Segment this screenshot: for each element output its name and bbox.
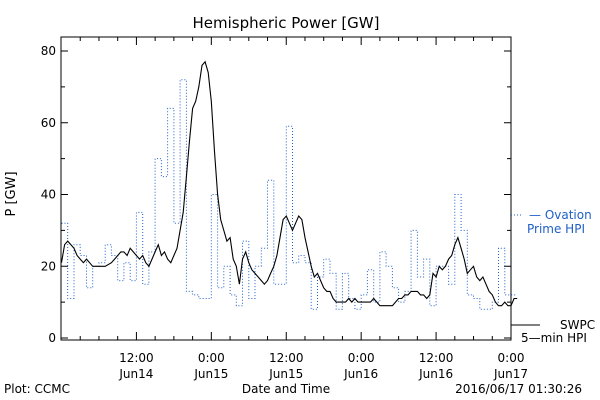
y-tick-label: 0	[48, 331, 56, 345]
y-tick-label: 40	[41, 188, 56, 202]
plot-credit: Plot: CCMC	[4, 382, 70, 396]
x-tick-time-label: 12:00	[269, 351, 304, 365]
x-tick-time-label: 12:00	[419, 351, 454, 365]
x-tick-time-label: 0:00	[348, 351, 375, 365]
x-axis-label: Date and Time	[242, 382, 330, 396]
x-tick-date-label: Jun15	[193, 367, 228, 381]
legend-ovation-line2: Prime HPI	[527, 222, 585, 236]
series-layer	[60, 60, 518, 310]
x-tick-time-label: 0:00	[198, 351, 225, 365]
y-tick-label: 20	[41, 259, 56, 273]
series-ovation-prime-line	[61, 79, 518, 310]
legend-swpc-line1: SWPC	[560, 318, 595, 332]
x-axis-ticks: 12:00 Jun14 0:00 Jun15 12:00 Jun15 0:00 Jun16 12…	[79, 37, 528, 381]
x-tick-date-label: Jun16	[418, 367, 453, 381]
plot-timestamp: 2016/06/17 01:30:26	[455, 382, 582, 396]
x-tick-date-label: Jun16	[343, 367, 378, 381]
chart-title: Hemispheric Power [GW]	[193, 14, 380, 32]
legend-swpc: SWPC 5—min HPI	[511, 318, 595, 345]
y-axis-ticks: 0 20 40 60 80	[41, 44, 511, 345]
x-tick-time-label: 12:00	[119, 351, 154, 365]
series-swpc-line	[60, 60, 518, 307]
legend-ovation-line1: — Ovation	[529, 208, 592, 222]
x-tick-date-label: Jun17	[493, 367, 528, 381]
y-tick-label: 60	[41, 116, 56, 130]
legend-swpc-line2: 5—min HPI	[521, 331, 587, 345]
x-tick-date-label: Jun15	[268, 367, 303, 381]
y-axis-label: P [GW]	[4, 171, 19, 216]
x-tick-time-label: 0:00	[498, 351, 525, 365]
legend-ovation: — Ovation Prime HPI	[511, 208, 592, 236]
x-tick-date-label: Jun14	[118, 367, 153, 381]
y-tick-label: 80	[41, 44, 56, 58]
